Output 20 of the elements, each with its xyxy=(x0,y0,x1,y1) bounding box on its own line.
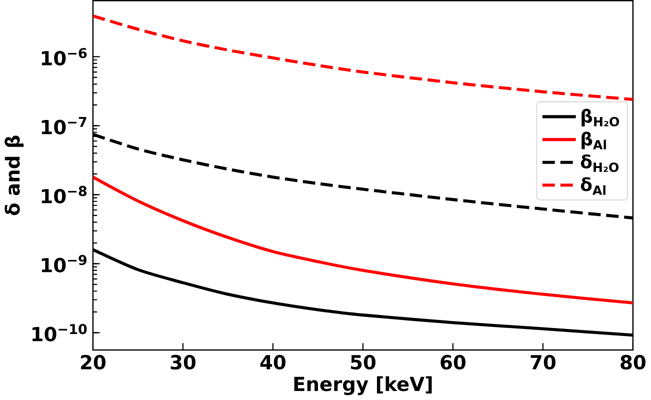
y-tick-label: 10$^{−7}$ xyxy=(42,117,86,135)
line-series xyxy=(92,14,633,102)
x-tick-label: 80 xyxy=(620,355,646,370)
legend-label: δ$_{H₂O}$ xyxy=(580,154,619,172)
y-tick-label: 10$^{−8}$ xyxy=(42,186,87,204)
y-tick-label: 10$^{−9}$ xyxy=(42,255,87,273)
x-tick-label: 60 xyxy=(440,355,466,370)
x-tick-label: 70 xyxy=(530,355,556,370)
legend-label: β$_{H₂O}$ xyxy=(582,108,620,127)
x-tick-label: 40 xyxy=(260,355,286,370)
y-tick-label: 10$^{−10}$ xyxy=(32,324,87,342)
legend-label: β$_{Al}$ xyxy=(582,132,606,150)
x-tick-label: 50 xyxy=(350,355,376,370)
y-tick-label: 10$^{−6}$ xyxy=(42,48,87,66)
legend-label: δ$_{Al}$ xyxy=(580,177,606,195)
line-series xyxy=(92,176,633,305)
x-axis-title: Energy [keV] xyxy=(294,376,432,396)
x-tick-label: 20 xyxy=(81,355,106,370)
x-tick-label: 30 xyxy=(170,355,196,370)
y-axis-title: δ and β xyxy=(4,136,24,216)
